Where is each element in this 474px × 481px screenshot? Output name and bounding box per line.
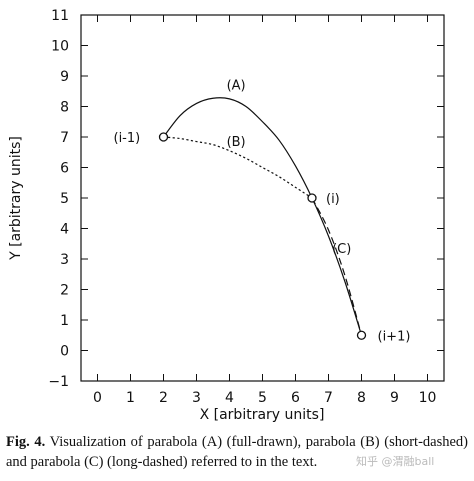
y-tick-label: −1: [48, 374, 69, 390]
point-markers: [158, 132, 367, 340]
x-tick-label: 4: [225, 390, 234, 406]
watermark: 知乎 @渭融ball: [356, 455, 435, 468]
y-tick-labels: −1 0 1 2 3 4 5 6 7 8 9 10 11: [48, 8, 69, 390]
plot-frame: [80, 14, 445, 382]
caption-label: Fig. 4.: [6, 434, 46, 450]
series-lines: [163, 97, 363, 336]
point-marker-0: [158, 132, 169, 142]
series-label: (B): [227, 135, 246, 150]
x-tick-label: 3: [192, 390, 201, 406]
y-tick-label: 9: [60, 69, 69, 85]
series-label: (A): [227, 79, 246, 94]
y-tick-label: 8: [60, 100, 69, 116]
y-tick-label: 0: [60, 344, 69, 360]
point-label: (i-1): [114, 131, 141, 146]
series-line-0: [163, 97, 363, 336]
x-tick-label: 2: [159, 390, 168, 406]
point-marker-1: [307, 193, 317, 203]
x-tick-label: 6: [291, 390, 300, 406]
y-tick-label: 10: [51, 39, 69, 55]
series-line-1: [163, 136, 313, 199]
x-tick-label: 9: [390, 390, 399, 406]
y-tick-label: 11: [51, 8, 69, 24]
y-tick-label: 1: [60, 313, 69, 329]
series-line-2: [311, 197, 363, 336]
y-tick-label: 2: [60, 283, 69, 299]
y-tick-label: 6: [60, 161, 69, 177]
x-axis-title: X [arbitrary units]: [200, 407, 325, 423]
y-tick-label: 7: [60, 130, 69, 146]
x-tick-label: 1: [126, 390, 135, 406]
x-tick-label: 8: [357, 390, 366, 406]
series-label: (C): [332, 242, 351, 257]
y-tick-label: 5: [60, 191, 69, 207]
annotations: (i-1) (i) (i+1) (A) (B) (C): [114, 79, 411, 345]
x-tick-labels: 0 1 2 3 4 5 6 7 8 9 10: [93, 390, 436, 406]
y-axis-title: Y [arbitrary units]: [8, 136, 24, 261]
point-label: (i): [326, 192, 340, 207]
x-tick-label: 7: [324, 390, 333, 406]
x-tick-label: 0: [93, 390, 102, 406]
x-tick-label: 5: [258, 390, 267, 406]
axis-ticks: [81, 14, 444, 382]
figure-caption: Fig. 4. Visualization of parabola (A) (f…: [6, 432, 468, 472]
caption-text: Visualization of parabola (A) (full-draw…: [6, 434, 468, 470]
y-tick-label: 4: [60, 222, 69, 238]
x-tick-label: 10: [419, 390, 437, 406]
y-tick-label: 3: [60, 252, 69, 268]
point-label: (i+1): [378, 329, 411, 344]
point-marker-2: [356, 330, 367, 340]
